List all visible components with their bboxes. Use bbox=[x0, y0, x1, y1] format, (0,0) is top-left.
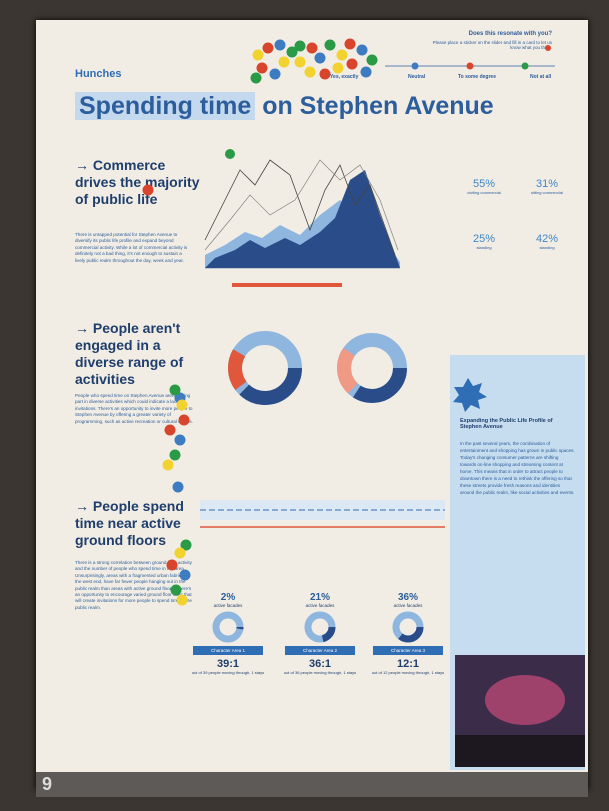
stat-value: 42% bbox=[536, 233, 558, 245]
stat: 25%standing bbox=[462, 233, 506, 250]
stat-value: 25% bbox=[473, 233, 495, 245]
feedback-prompt: Please place a sticker on the slider and… bbox=[432, 40, 552, 50]
facades: active facades bbox=[280, 603, 360, 608]
scale-label: To some degree bbox=[458, 74, 496, 80]
stat-label: standing bbox=[525, 245, 569, 250]
ratio: 39:1 bbox=[188, 658, 268, 670]
photo: Hunches Spending time on Stephen Avenue … bbox=[0, 0, 609, 811]
scale-label: Not at all bbox=[530, 74, 551, 80]
stat-value: 55% bbox=[473, 178, 495, 190]
stat: 31%sitting commercial bbox=[525, 178, 569, 195]
stat: 55%visiting commercial bbox=[462, 178, 506, 195]
section-body: There is a strong correlation between gr… bbox=[75, 560, 193, 611]
ratio: 36:1 bbox=[280, 658, 360, 670]
stat: 42%standing bbox=[525, 233, 569, 250]
tag: Hunches bbox=[75, 68, 121, 80]
stat-label: sitting commercial bbox=[525, 190, 569, 195]
caption: out of 39 people moving through, 1 stays bbox=[188, 670, 268, 675]
title: Spending time on Stephen Avenue bbox=[75, 92, 494, 121]
section-body: There is untapped potential for Stephen … bbox=[75, 232, 193, 264]
title-rest: on Stephen Avenue bbox=[262, 92, 494, 120]
footer bbox=[36, 772, 588, 797]
area: Character Area 1 bbox=[193, 646, 263, 655]
section-heading: → People spend time near active ground f… bbox=[75, 498, 200, 549]
caption: out of 36 people moving through, 1 stays bbox=[280, 670, 360, 675]
trends-body: In the past several years, the combinati… bbox=[460, 440, 575, 496]
share: 21% bbox=[280, 592, 360, 603]
caption: out of 12 people moving through, 1 stays bbox=[368, 670, 448, 675]
section-body: People who spend time on Stephen Avenue … bbox=[75, 393, 193, 425]
scale-label: Neutral bbox=[408, 74, 425, 80]
title-highlight: Spending time bbox=[75, 92, 255, 120]
stat-value: 31% bbox=[536, 178, 558, 190]
scale-label: Yes, exactly bbox=[330, 74, 358, 80]
ratio: 12:1 bbox=[368, 658, 448, 670]
area: Character Area 2 bbox=[285, 646, 355, 655]
share: 2% bbox=[188, 592, 268, 603]
section-heading: → People aren't engaged in a diverse ran… bbox=[75, 320, 200, 388]
page-number: 9 bbox=[42, 774, 52, 795]
section-heading: → Commerce drives the majority of public… bbox=[75, 157, 200, 208]
stat-label: standing bbox=[462, 245, 506, 250]
share: 36% bbox=[368, 592, 448, 603]
facades: active facades bbox=[188, 603, 268, 608]
area: Character Area 3 bbox=[373, 646, 443, 655]
feedback-question: Does this resonate with you? bbox=[432, 31, 552, 37]
trends-title: Expanding the Public Life Profile of Ste… bbox=[460, 418, 575, 430]
facades: active facades bbox=[368, 603, 448, 608]
stat-label: visiting commercial bbox=[462, 190, 506, 195]
